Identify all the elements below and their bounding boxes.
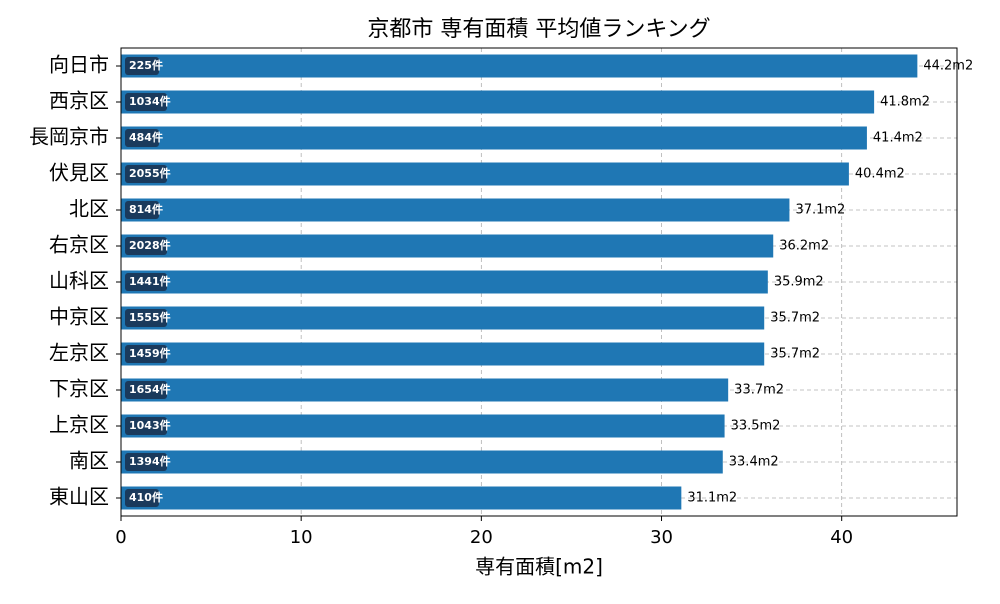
y-tick-label: 右京区 bbox=[49, 233, 109, 257]
count-badge bbox=[125, 129, 159, 147]
value-label: 37.1m2 bbox=[795, 203, 845, 218]
count-badge bbox=[125, 417, 167, 435]
value-label: 35.9m2 bbox=[774, 275, 824, 290]
count-badge bbox=[125, 237, 167, 255]
value-label: 33.5m2 bbox=[731, 419, 781, 434]
y-tick-label: 上京区 bbox=[49, 413, 109, 437]
y-tick-label: 左京区 bbox=[49, 341, 109, 365]
y-tick-label: 下京区 bbox=[49, 377, 109, 401]
value-label: 35.7m2 bbox=[770, 347, 820, 362]
y-tick-label: 西京区 bbox=[49, 89, 109, 113]
bar-label: 814件 bbox=[129, 202, 163, 216]
value-label: 40.4m2 bbox=[855, 167, 905, 182]
bar-label: 410件 bbox=[129, 490, 163, 504]
value-label: 33.4m2 bbox=[729, 455, 779, 470]
x-tick-label: 30 bbox=[650, 527, 673, 548]
y-tick-label: 中京区 bbox=[49, 305, 109, 329]
bar bbox=[121, 198, 790, 222]
bar-label: 1555件 bbox=[129, 310, 171, 324]
y-tick-label: 伏見区 bbox=[49, 161, 109, 185]
bar bbox=[121, 270, 768, 294]
count-badge bbox=[125, 381, 167, 399]
bar bbox=[121, 414, 725, 438]
plot-frame bbox=[120, 47, 958, 517]
bar bbox=[121, 234, 774, 258]
value-label: 44.2m2 bbox=[923, 59, 973, 74]
bar-label: 484件 bbox=[129, 130, 163, 144]
y-tick-label: 向日市 bbox=[49, 53, 109, 77]
x-tick-label: 40 bbox=[830, 527, 853, 548]
count-badge bbox=[125, 57, 159, 75]
bar bbox=[121, 126, 867, 150]
count-badge bbox=[125, 309, 167, 327]
bar bbox=[121, 450, 723, 474]
bar-label: 225件 bbox=[129, 58, 163, 72]
bar bbox=[121, 162, 849, 186]
bar bbox=[121, 342, 765, 366]
bar bbox=[121, 90, 875, 114]
bar-label: 1441件 bbox=[129, 274, 171, 288]
y-tick-label: 南区 bbox=[69, 449, 109, 473]
x-tick-label: 10 bbox=[290, 527, 313, 548]
bar bbox=[121, 486, 682, 510]
count-badge bbox=[125, 165, 167, 183]
y-tick-label: 長岡京市 bbox=[29, 125, 109, 149]
y-tick-label: 北区 bbox=[69, 197, 109, 221]
count-badge bbox=[125, 201, 159, 219]
value-label: 33.7m2 bbox=[734, 383, 784, 398]
y-tick-label: 山科区 bbox=[49, 269, 109, 293]
bar-label: 2028件 bbox=[129, 238, 171, 252]
value-label: 41.8m2 bbox=[880, 95, 930, 110]
x-axis-label: 専有面積[m2] bbox=[475, 555, 603, 579]
count-badge bbox=[125, 345, 167, 363]
bar bbox=[121, 378, 729, 402]
bar-label: 1394件 bbox=[129, 454, 171, 468]
x-tick-label: 0 bbox=[115, 527, 126, 548]
bar-label: 1034件 bbox=[129, 94, 171, 108]
bar-label: 1459件 bbox=[129, 346, 171, 360]
value-label: 36.2m2 bbox=[779, 239, 829, 254]
count-badge bbox=[125, 489, 159, 507]
bar bbox=[121, 54, 918, 78]
bar-label: 2055件 bbox=[129, 166, 171, 180]
bar-label: 1654件 bbox=[129, 382, 171, 396]
count-badge bbox=[125, 453, 167, 471]
count-badge bbox=[125, 93, 167, 111]
value-label: 31.1m2 bbox=[687, 491, 737, 506]
count-badge bbox=[125, 273, 167, 291]
bar-label: 1043件 bbox=[129, 418, 171, 432]
bar bbox=[121, 306, 765, 330]
value-label: 35.7m2 bbox=[770, 311, 820, 326]
y-tick-label: 東山区 bbox=[49, 485, 109, 509]
x-tick-label: 20 bbox=[470, 527, 493, 548]
chart-title: 京都市 専有面積 平均値ランキング bbox=[367, 17, 710, 42]
value-label: 41.4m2 bbox=[873, 131, 923, 146]
